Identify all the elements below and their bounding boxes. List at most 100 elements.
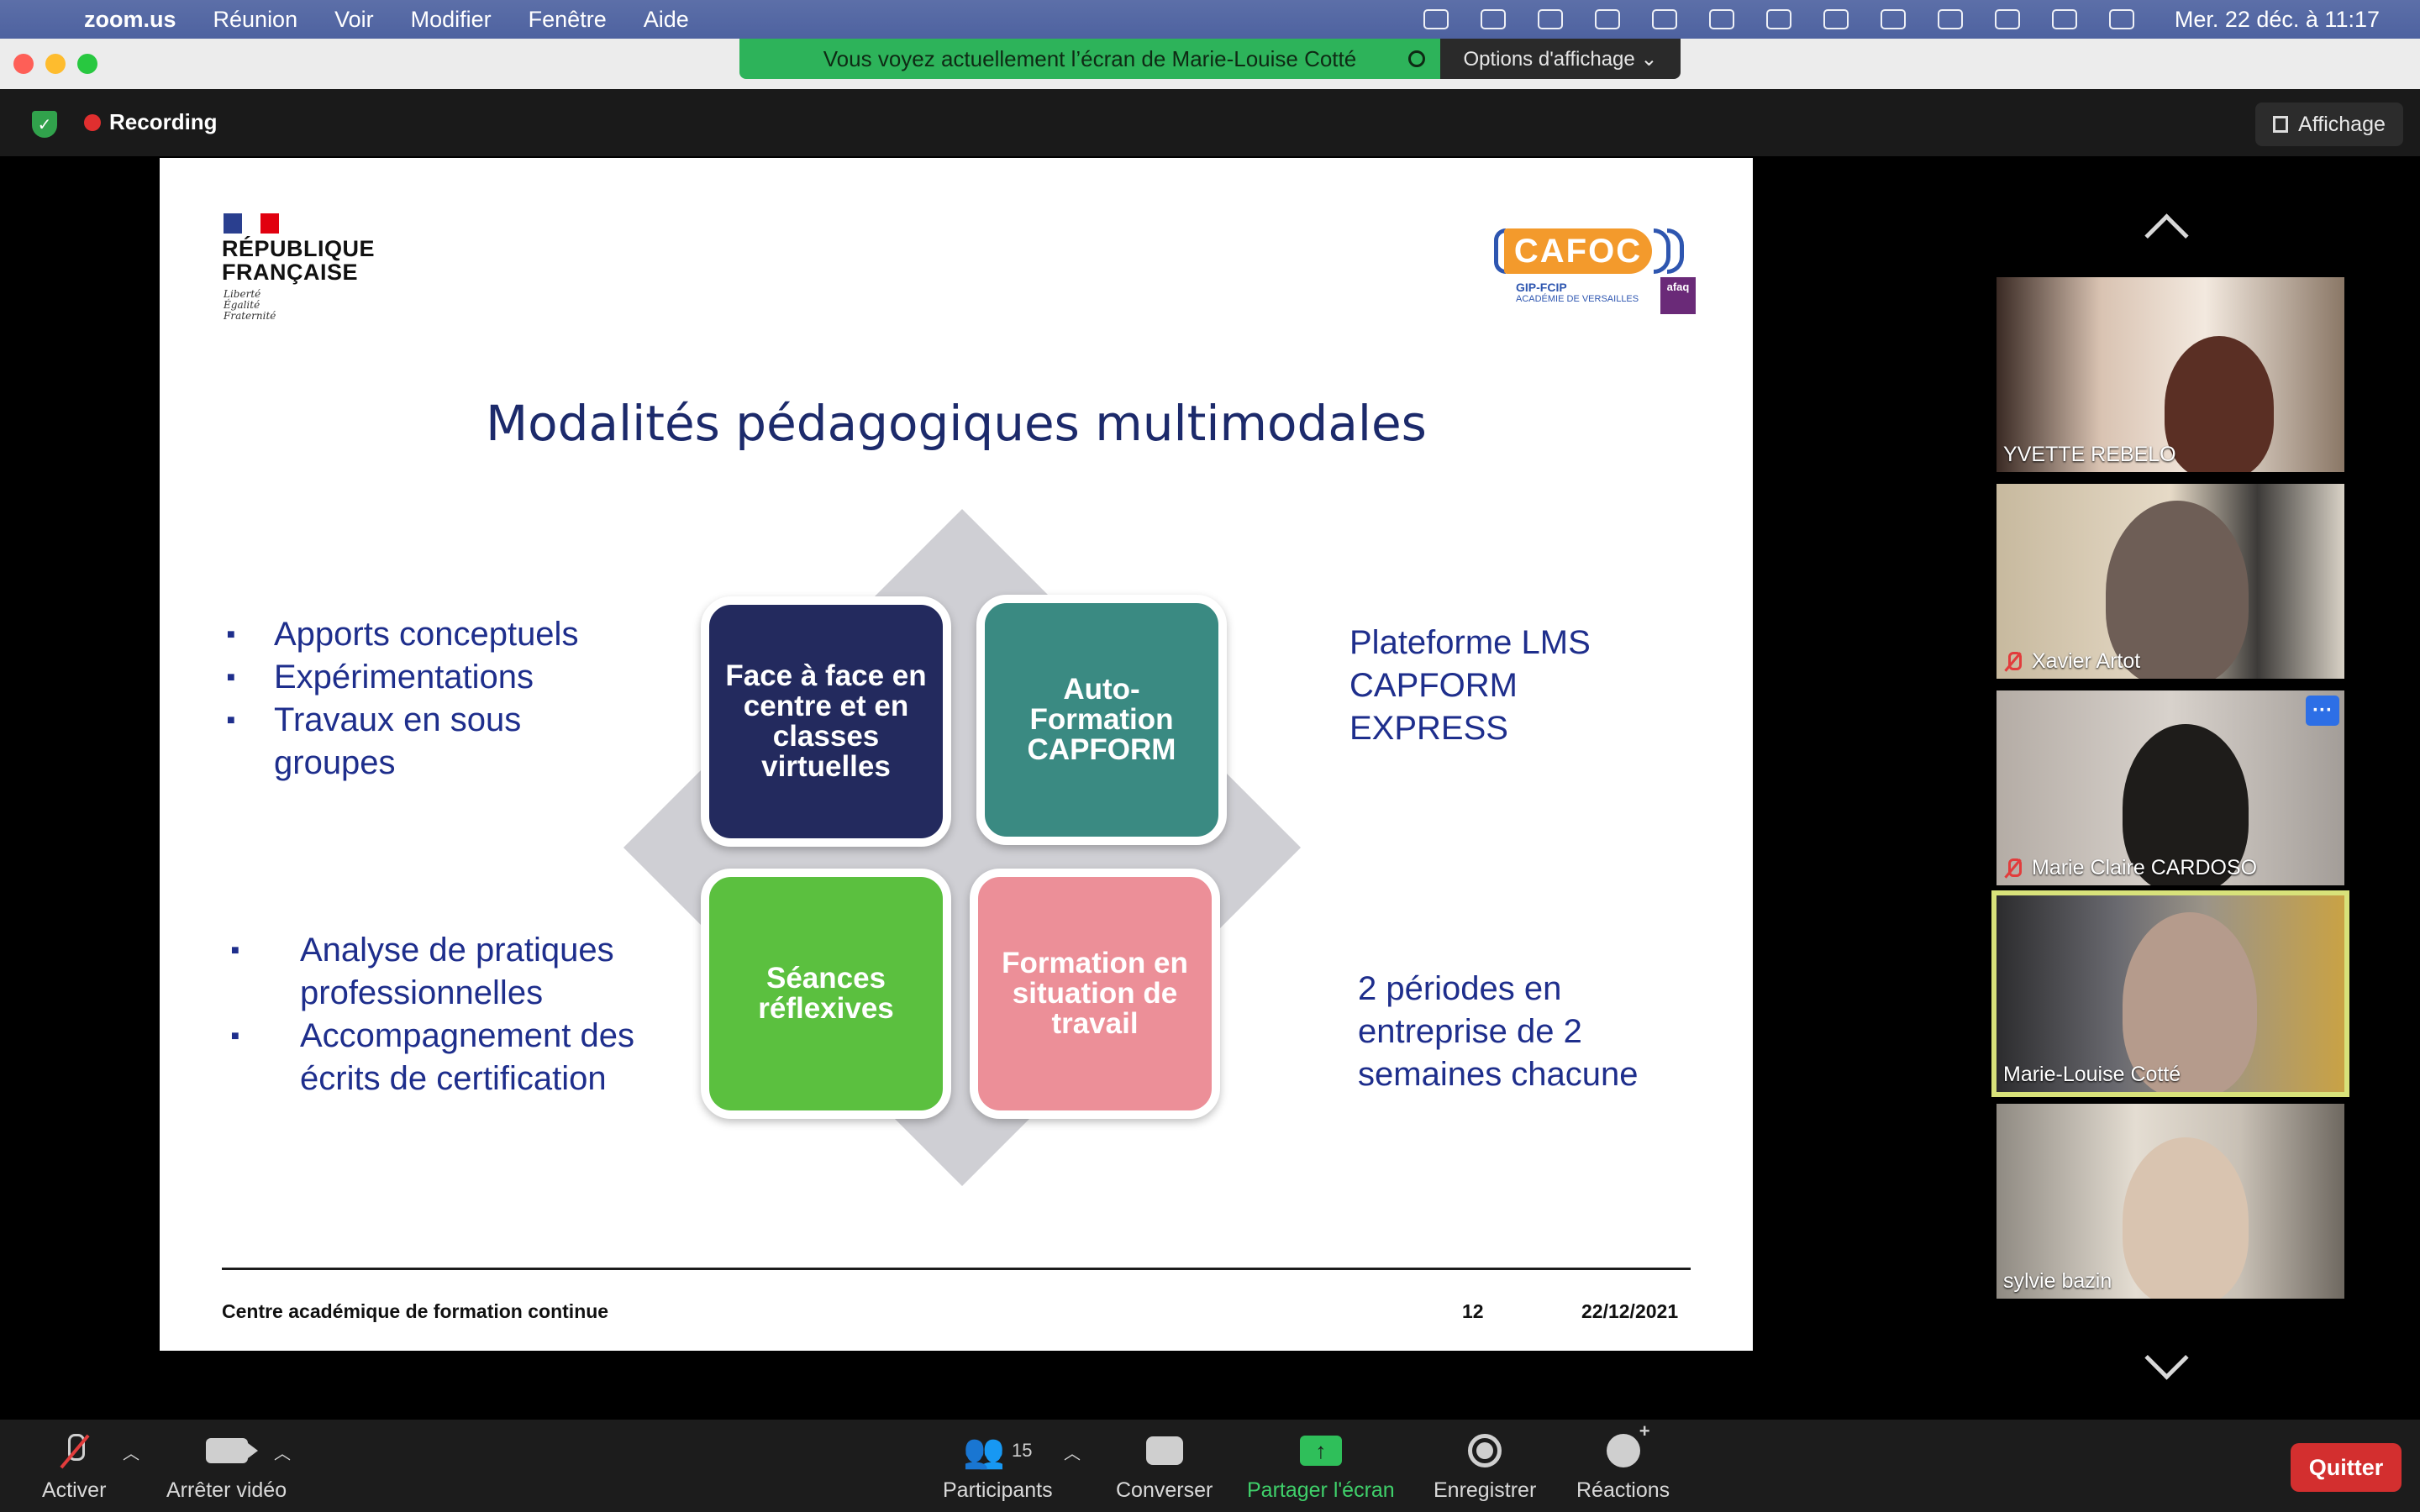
participant-name: Marie Claire CARDOSO [2003,856,2257,880]
unmute-label: Activer [42,1478,107,1502]
bluetooth-icon[interactable] [1994,9,2020,29]
slide-footer-rule [222,1268,1691,1270]
bullet-list-bottom-left: Analyse de pratiques professionnelles Ac… [231,929,668,1100]
chat-bubble-icon [1145,1436,1183,1465]
motto-liberte: Liberté [224,288,261,300]
drive-tray-icon[interactable] [1651,9,1677,29]
cafoc-academie: ACADÉMIE DE VERSAILLES [1516,294,1639,304]
share-screen-button[interactable]: ↑ Partager l'écran [1247,1431,1395,1503]
cafoc-arc-left [1494,228,1506,274]
menu-app-name[interactable]: zoom.us [84,6,176,32]
slide-title: Modalités pédagogiques multimodales [486,395,1427,452]
chat-button[interactable]: Converser [1116,1431,1213,1503]
scroll-up-chevron-icon[interactable] [2139,212,2190,237]
bullet-list-top-left: Apports conceptuels Expérimentations Tra… [227,613,622,785]
participant-figure [2123,912,2257,1092]
muted-mic-icon [61,1434,87,1467]
participants-caret-icon[interactable]: ︿ [1064,1445,1081,1463]
play-tray-icon[interactable] [1880,9,1906,29]
scroll-down-chevron-icon[interactable] [2139,1356,2190,1381]
dropbox-tray-icon[interactable] [1594,9,1620,29]
view-options-button[interactable]: Options d'affichage ⌄ [1440,39,1681,79]
reactions-button[interactable]: Réactions [1576,1420,1670,1503]
tile-seances-reflexives: Séances réflexives [701,869,951,1119]
participant-figure [2123,724,2249,885]
slide-date: 22/12/2021 [1581,1300,1679,1322]
share-arrow-icon: ↑ [1299,1436,1342,1466]
record-button[interactable]: Enregistrer [1434,1431,1536,1503]
participant-video-tile[interactable]: sylvie bazin [1996,1104,2344,1299]
motto-egalite: Égalité [224,299,260,311]
share-screen-label: Partager l'écran [1247,1478,1395,1502]
bullet-item: Accompagnement des écrits de certificati… [231,1015,668,1100]
share-banner-message: Vous voyez actuellement l’écran de Marie… [739,39,1440,79]
cafoc-logo: CAFOC GIP-FCIP ACADÉMIE DE VERSAILLES af… [1489,222,1696,314]
republique-motto: Liberté Égalité Fraternité [224,289,276,322]
muted-mic-icon [2003,651,2022,672]
window-tray-icon[interactable] [1708,9,1734,29]
participants-button[interactable]: 👥 15 Participants [943,1431,1053,1503]
menu-reunion[interactable]: Réunion [213,6,298,32]
participant-video-tile[interactable]: ··· Marie Claire CARDOSO [1996,690,2344,885]
recording-indicator[interactable]: Recording [84,109,218,135]
record-icon [1468,1434,1502,1467]
leave-meeting-button[interactable]: Quitter [2291,1443,2402,1492]
participant-count: 15 [1011,1440,1033,1461]
participant-name: YVETTE REBELO [2003,443,2176,466]
stop-video-button[interactable]: Arrêter vidéo [166,1431,287,1503]
more-options-button[interactable]: ··· [2306,696,2339,726]
window-close-button[interactable] [13,54,34,74]
menu-clock[interactable]: Mer. 22 déc. à 11:17 [2174,6,2380,32]
republique-francaise-logo-text: RÉPUBLIQUE FRANÇAISE [222,236,376,285]
meeting-top-strip [0,89,2420,156]
stop-video-label: Arrêter vidéo [166,1478,287,1502]
view-button[interactable]: Affichage [2255,102,2403,146]
participant-video-tile-active-speaker[interactable]: Marie-Louise Cotté [1991,890,2349,1097]
chat-label: Converser [1116,1478,1213,1502]
lms-platform-text: Plateforme LMS CAPFORM EXPRESS [1349,624,1591,747]
mac-menu-bar: zoom.us Réunion Voir Modifier Fenêtre Ai… [0,0,2420,39]
participants-icon: 👥 [963,1432,1005,1470]
record-label: Enregistrer [1434,1478,1537,1502]
tile-face-a-face: Face à face en centre et en classes virt… [701,596,951,847]
participant-name: Marie-Louise Cotté [2003,1063,2181,1086]
shield-tray-icon[interactable] [1765,9,1791,29]
participant-video-tile[interactable]: Xavier Artot [1996,484,2344,679]
emoji-icon [1606,1420,1650,1467]
window-fullscreen-button[interactable] [77,54,97,74]
participant-video-tile[interactable]: YVETTE REBELO [1996,277,2344,472]
motto-fraternite: Fraternité [224,310,276,322]
video-options-caret-icon[interactable]: ︿ [274,1445,291,1463]
battery-icon[interactable] [2051,9,2077,29]
slide-page-number: 12 [1462,1300,1484,1322]
menu-modifier[interactable]: Modifier [410,6,492,32]
view-button-label: Affichage [2298,112,2386,136]
wifi-icon[interactable] [1937,9,1963,29]
cafoc-logo-name: CAFOC [1504,228,1652,274]
menu-aide[interactable]: Aide [643,6,689,32]
reactions-label: Réactions [1576,1478,1670,1502]
participant-figure [2106,501,2249,679]
participant-figure [2123,1137,2249,1299]
cafoc-arc-right-outer [1667,228,1684,274]
participant-name: sylvie bazin [2003,1269,2112,1293]
menu-voir[interactable]: Voir [334,6,374,32]
afaq-badge: afaq [1660,277,1696,314]
control-center-icon[interactable] [2108,9,2134,29]
status-tray: Mer. 22 déc. à 11:17 [1423,0,2380,39]
volume-icon[interactable] [1823,9,1849,29]
zoom-tray-icon[interactable] [1423,9,1449,29]
unmute-button[interactable]: Activer [42,1431,106,1503]
share-status-icon [1408,50,1425,67]
keyboard-tray-icon[interactable] [1537,9,1563,29]
encryption-shield-icon[interactable]: ✓ [32,111,57,138]
muted-mic-icon [2003,858,2022,879]
periodes-text: 2 périodes en entreprise de 2 semaines c… [1358,970,1639,1093]
marianne-flag-logo [224,213,279,234]
menu-fenetre[interactable]: Fenêtre [528,6,607,32]
slide-footer-org: Centre académique de formation continue [222,1300,609,1322]
flask-tray-icon[interactable] [1480,9,1506,29]
audio-options-caret-icon[interactable]: ︿ [123,1445,139,1463]
recording-label: Recording [109,109,218,134]
window-minimize-button[interactable] [45,54,66,74]
